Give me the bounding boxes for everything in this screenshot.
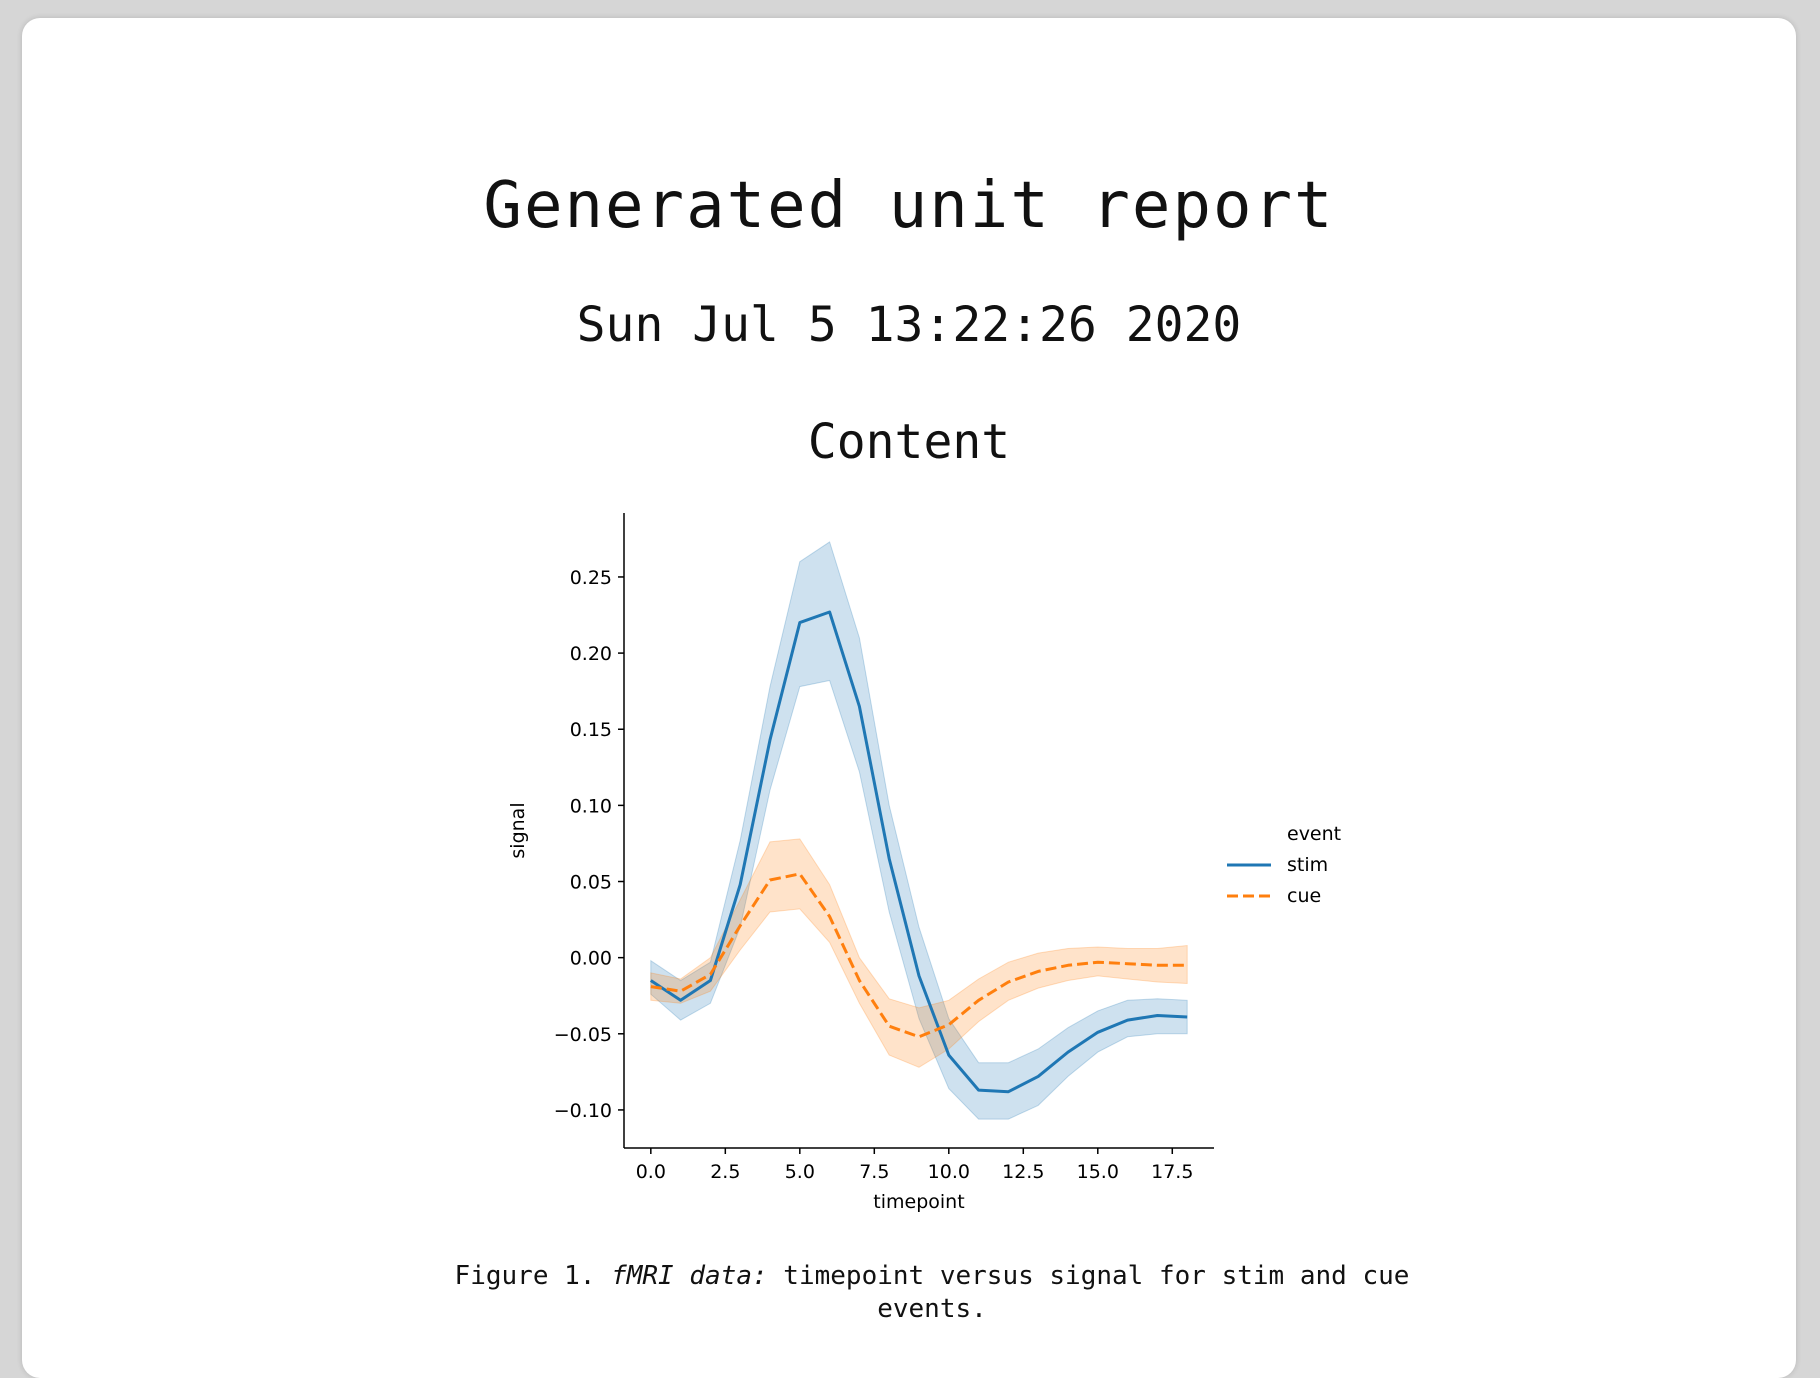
x-tick-label: 17.5 bbox=[1151, 1161, 1193, 1183]
x-tick-label: 2.5 bbox=[710, 1161, 740, 1183]
caption-prefix: Figure 1. bbox=[455, 1261, 596, 1291]
figure-caption: Figure 1. fMRI data: timepoint versus si… bbox=[432, 1260, 1432, 1326]
y-tick-label: 0.10 bbox=[570, 795, 612, 817]
report-page: Generated unit report Sun Jul 5 13:22:26… bbox=[22, 18, 1796, 1378]
y-tick-label: 0.05 bbox=[570, 872, 612, 894]
signal-line-chart: 0.0 2.5 5.0 7.5 10.0 12.5 15.0 17.5 −0.10 −0.05 0.… bbox=[492, 488, 1392, 1258]
chart-legend: event stim cue bbox=[1227, 823, 1341, 907]
y-tick-label: 0.15 bbox=[570, 719, 612, 741]
y-tick-label: 0.25 bbox=[570, 567, 612, 589]
report-date: Sun Jul 5 13:22:26 2020 bbox=[22, 296, 1796, 354]
caption-italic: fMRI data: bbox=[611, 1261, 768, 1291]
x-tick-label: 15.0 bbox=[1077, 1161, 1119, 1183]
x-tick-label: 5.0 bbox=[785, 1161, 815, 1183]
y-tick-label: −0.10 bbox=[554, 1100, 612, 1122]
ci-bands bbox=[651, 542, 1187, 1119]
chart-axes: 0.0 2.5 5.0 7.5 10.0 12.5 15.0 17.5 −0.10 −0.05 0.… bbox=[507, 513, 1214, 1213]
legend-label-stim: stim bbox=[1287, 854, 1328, 876]
x-tick-label: 7.5 bbox=[859, 1161, 889, 1183]
y-axis-label: signal bbox=[507, 802, 529, 858]
section-heading: Content bbox=[22, 413, 1796, 471]
x-tick-label: 12.5 bbox=[1002, 1161, 1044, 1183]
x-axis-label: timepoint bbox=[873, 1191, 964, 1213]
caption-text: timepoint versus signal for stim and cue… bbox=[783, 1261, 1409, 1324]
report-title: Generated unit report bbox=[22, 168, 1796, 244]
legend-title: event bbox=[1287, 823, 1341, 845]
y-tick-label: 0.00 bbox=[570, 948, 612, 970]
y-tick-label: 0.20 bbox=[570, 643, 612, 665]
x-tick-label: 0.0 bbox=[636, 1161, 666, 1183]
x-tick-label: 10.0 bbox=[928, 1161, 970, 1183]
legend-label-cue: cue bbox=[1287, 885, 1321, 907]
y-tick-label: −0.05 bbox=[554, 1024, 612, 1046]
